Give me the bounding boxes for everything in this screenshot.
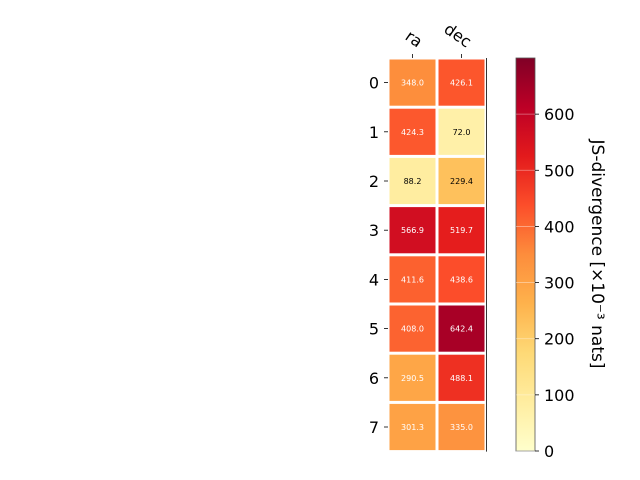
cell-value-label: 348.0 [401,79,424,88]
y-tick-label: 6 [369,369,379,388]
colorbar-tick-label: 300 [544,274,575,293]
cell-value-label: 566.9 [401,226,424,235]
heatmap-cell [389,403,436,451]
y-tick-label: 7 [369,418,379,437]
heatmap-cell [438,157,485,205]
heatmap-cell [438,59,485,106]
colorbar-tick-label: 200 [544,330,575,349]
colorbar-tick-label: 500 [544,161,575,180]
heatmap-cell [389,256,436,303]
cell-value-label: 229.4 [450,177,473,186]
heatmap-cell [438,403,485,451]
cell-value-label: 290.5 [401,374,424,383]
colorbar-tick-label: 600 [544,105,575,124]
colorbar: JS-divergence [×10⁻³ nats] 0 100 200 300 400… [515,57,607,461]
heatmap-cell [389,305,436,352]
cell-value-label: 335.0 [450,423,473,432]
heatmap-cell [389,207,436,254]
heatmap-cell [389,157,436,205]
colorbar-label: JS-divergence [×10⁻³ nats] [587,139,607,369]
cell-value-label: 438.6 [450,275,473,284]
colorbar-tick-label: 0 [544,442,554,461]
cell-value-label: 488.1 [450,374,473,383]
heatmap-cell [438,354,485,401]
cell-value-label: 301.3 [401,423,424,432]
heatmap-cell [389,354,436,401]
y-tick-label: 4 [369,270,379,289]
heatmap-cell [438,256,485,303]
heatmap-cell [438,108,485,155]
cell-value-label: 88.2 [404,177,422,186]
heatmap-cells: 348.0 426.1 424.3 72.0 88.2 229.4 566.9 519.7 41… [389,59,485,451]
heatmap-cell [389,108,436,155]
cell-value-label: 408.0 [401,325,424,334]
cell-value-label: 642.4 [450,325,473,334]
y-tick-label: 1 [369,123,379,142]
cell-value-label: 411.6 [401,275,424,284]
cell-value-label: 519.7 [450,226,473,235]
cell-value-label: 424.3 [401,128,424,137]
heatmap-cell [389,59,436,106]
x-tick-label: ra [402,26,426,51]
y-tick-label: 5 [369,320,379,339]
x-tick-label: dec [441,19,475,51]
cell-value-label: 426.1 [450,79,473,88]
y-tick-label: 0 [369,74,379,93]
y-tick-label: 3 [369,221,379,240]
y-tick-label: 2 [369,172,379,191]
colorbar-tick-label: 100 [544,386,575,405]
colorbar-gradient [515,57,536,452]
heatmap-cell [438,207,485,254]
heatmap-cell [438,305,485,352]
colorbar-tick-label: 400 [544,217,575,236]
cell-value-label: 72.0 [453,128,471,137]
